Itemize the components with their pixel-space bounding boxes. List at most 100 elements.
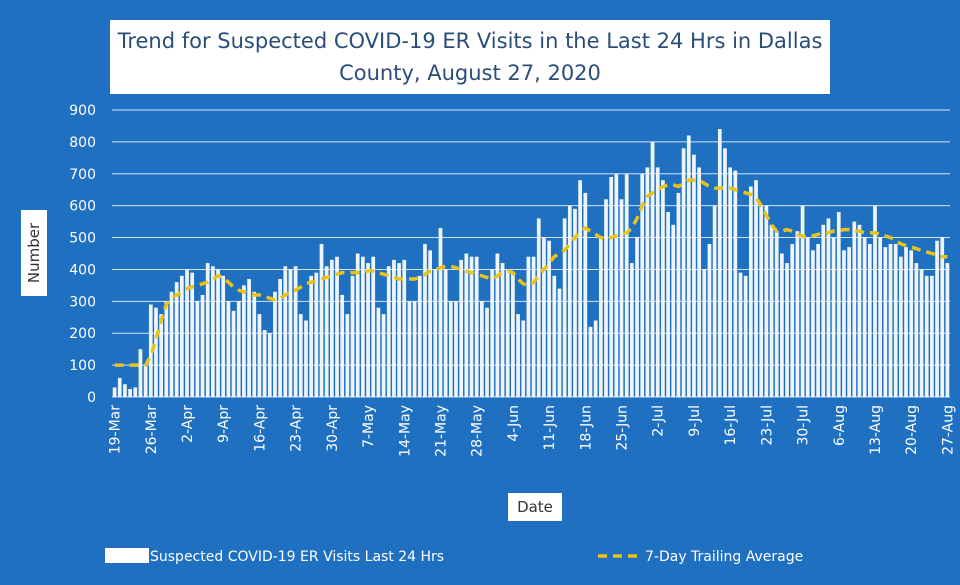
x-tick-label: 25-Jun — [615, 405, 631, 451]
bar — [748, 186, 753, 397]
bar — [924, 275, 929, 397]
bar — [479, 301, 484, 397]
bar — [743, 275, 748, 397]
bar — [314, 272, 319, 397]
bar — [386, 266, 391, 397]
bar — [521, 320, 526, 397]
bar — [630, 263, 634, 397]
bar — [604, 199, 608, 397]
bar — [692, 154, 696, 397]
bar — [676, 192, 681, 397]
y-tick-label: 300 — [69, 294, 96, 310]
bar — [717, 129, 722, 397]
bar — [174, 282, 179, 397]
bar — [826, 218, 831, 397]
bar — [655, 167, 660, 397]
bar — [381, 314, 386, 397]
x-tick-label: 9-Jul — [687, 405, 703, 437]
bar — [811, 250, 815, 397]
bar — [200, 294, 205, 397]
y-tick-label: 600 — [69, 199, 96, 215]
x-tick-label: 27-Aug — [940, 405, 956, 455]
bar — [707, 243, 712, 397]
bar — [371, 256, 376, 397]
x-tick-label: 9-Apr — [216, 405, 232, 443]
bar — [247, 279, 251, 397]
bar — [883, 247, 888, 397]
bar — [702, 269, 707, 397]
bar — [288, 269, 293, 397]
bar — [666, 212, 670, 397]
bar — [438, 227, 443, 397]
bar — [573, 208, 577, 397]
bar — [454, 301, 458, 397]
bar — [536, 218, 541, 397]
bar — [433, 269, 438, 397]
x-tick-label: 23-Jul — [759, 405, 775, 446]
bar — [619, 199, 624, 397]
bar — [361, 256, 365, 397]
bar — [774, 231, 779, 397]
bar — [376, 307, 381, 397]
bar — [278, 279, 282, 397]
y-axis-label: Number — [25, 222, 43, 284]
bar — [578, 180, 583, 397]
bar — [795, 231, 800, 397]
bar — [816, 243, 820, 397]
y-tick-label: 900 — [69, 103, 96, 119]
bar — [392, 259, 396, 397]
bar — [495, 253, 500, 397]
x-tick-label: 2-Apr — [180, 405, 196, 443]
bar — [485, 307, 489, 397]
bar — [914, 263, 919, 397]
x-tick-label: 14-May — [397, 405, 413, 457]
bar — [531, 256, 536, 397]
bar — [133, 387, 138, 397]
bar — [898, 256, 903, 397]
y-tick-label: 800 — [69, 135, 96, 151]
bar — [154, 307, 158, 397]
bar — [273, 291, 277, 397]
bar — [857, 224, 862, 397]
bar — [417, 275, 422, 397]
bar — [873, 205, 877, 397]
bar — [469, 256, 474, 397]
x-tick-label: 2-Jul — [651, 405, 667, 437]
bar — [407, 301, 412, 397]
bar — [143, 365, 148, 397]
bar — [490, 269, 495, 397]
bar — [598, 237, 603, 397]
legend-label: 7-Day Trailing Average — [645, 549, 803, 565]
bar — [257, 314, 262, 397]
bar — [505, 269, 510, 397]
bar — [759, 205, 764, 397]
bar — [567, 205, 572, 397]
bar — [733, 170, 738, 397]
bar — [852, 221, 857, 397]
bar — [847, 247, 851, 397]
bar — [862, 237, 867, 397]
bar — [516, 314, 520, 397]
bar — [583, 192, 588, 397]
x-tick-label: 20-Aug — [904, 405, 920, 455]
bar — [671, 224, 676, 397]
bar — [402, 259, 407, 397]
bar — [304, 320, 308, 397]
x-tick-label: 21-May — [433, 405, 449, 457]
bar — [588, 326, 593, 397]
bar — [888, 243, 893, 397]
bar — [459, 259, 464, 397]
bar — [474, 256, 479, 397]
bar — [211, 266, 215, 397]
x-tick-label: 7-May — [361, 405, 377, 448]
bar — [728, 167, 733, 397]
bar — [614, 173, 619, 397]
bar — [293, 266, 298, 397]
bar — [366, 263, 370, 397]
bar — [800, 205, 805, 397]
bar — [904, 247, 908, 397]
x-tick-label: 16-Apr — [252, 405, 268, 452]
bar — [221, 275, 226, 397]
